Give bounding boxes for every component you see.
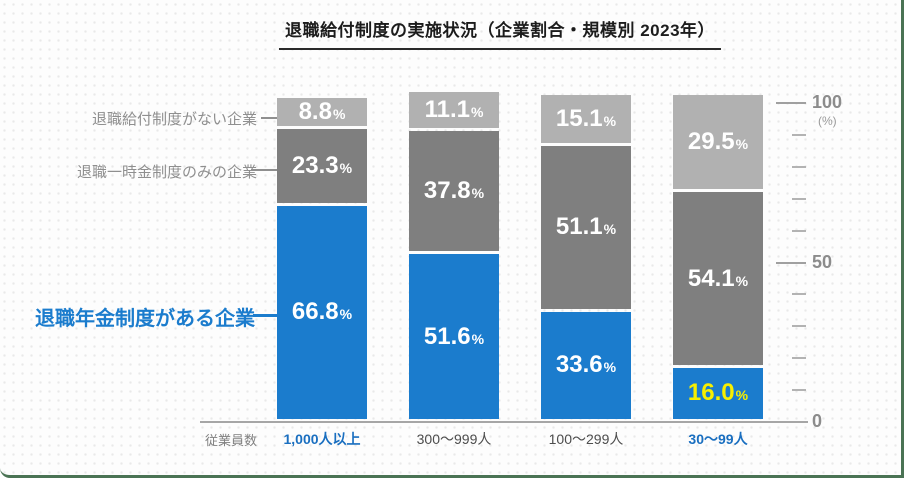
bar-segment: 11.1% [409, 92, 499, 128]
y-tick [792, 293, 806, 296]
bar-segment: 51.6% [409, 254, 499, 419]
stacked-bar: 33.6% 51.1% 15.1% [541, 94, 631, 419]
bar-segment: 33.6% [541, 311, 631, 419]
y-tick-label: 50 [812, 251, 833, 272]
legend-label-pension: 退職年金制度がある企業 [35, 308, 255, 330]
bar-value-label: 15.1% [555, 104, 617, 132]
bar-value-label: 16.0% [687, 379, 749, 407]
leader-line-no-system [261, 117, 277, 119]
y-axis-unit-label: (%) [818, 114, 837, 128]
y-tick [792, 197, 806, 200]
bar-segment: 15.1% [541, 94, 631, 143]
y-tick [792, 133, 806, 136]
chart-title: 退職給付制度の実施状況（企業割合・規模別 2023年） [278, 16, 722, 50]
bar-value-label: 11.1% [424, 96, 484, 124]
bar-segment: 23.3% [277, 128, 367, 203]
bar-value-label: 33.6% [555, 351, 617, 379]
bar-segment: 16.0% [673, 367, 763, 419]
bar-value-label: 23.3% [291, 151, 353, 179]
legend-label-lump-sum-only: 退職一時金制度のみの企業 [76, 164, 257, 181]
y-tick [792, 325, 806, 328]
y-tick [792, 357, 806, 360]
y-tick [792, 165, 806, 168]
leader-line-lump-sum-only [251, 169, 277, 171]
bar-segment: 54.1% [673, 192, 763, 365]
bar-segment: 29.5% [673, 95, 763, 190]
stacked-bar: 51.6% 37.8% 11.1% [409, 92, 499, 419]
y-tick [776, 102, 806, 104]
bar-value-label: 37.8% [423, 177, 485, 205]
x-category-label: 1,000人以上 [283, 431, 361, 447]
y-tick-label: 100 [812, 92, 843, 112]
bar-value-label: 54.1% [687, 264, 749, 292]
y-tick [792, 229, 806, 232]
bar-value-label: 66.8% [291, 298, 353, 326]
y-tick [792, 389, 806, 392]
stacked-bar: 16.0% 54.1% 29.5% [673, 95, 763, 419]
bar-segment: 8.8% [277, 97, 367, 126]
bar-segment: 51.1% [541, 145, 631, 309]
bar-value-label: 51.1% [555, 213, 617, 241]
y-tick [776, 261, 806, 264]
bar-value-label: 51.6% [423, 322, 485, 350]
bar-value-label: 29.5% [687, 128, 749, 156]
x-category-label: 100〜299人 [548, 431, 624, 447]
x-category-label: 300〜999人 [416, 431, 492, 447]
x-axis-line [200, 421, 808, 423]
bar-value-label: 8.8% [298, 97, 346, 125]
stacked-bar: 66.8% 23.3% 8.8% [277, 97, 367, 419]
x-category-label: 30〜99人 [688, 431, 748, 447]
x-axis-title: 従業員数 [204, 433, 257, 448]
bar-segment: 37.8% [409, 130, 499, 252]
bar-segment: 66.8% [277, 205, 367, 419]
legend-label-no-system: 退職給付制度がない企業 [91, 111, 257, 128]
y-tick-label: 0 [812, 411, 823, 431]
leader-line-pension [253, 314, 277, 317]
